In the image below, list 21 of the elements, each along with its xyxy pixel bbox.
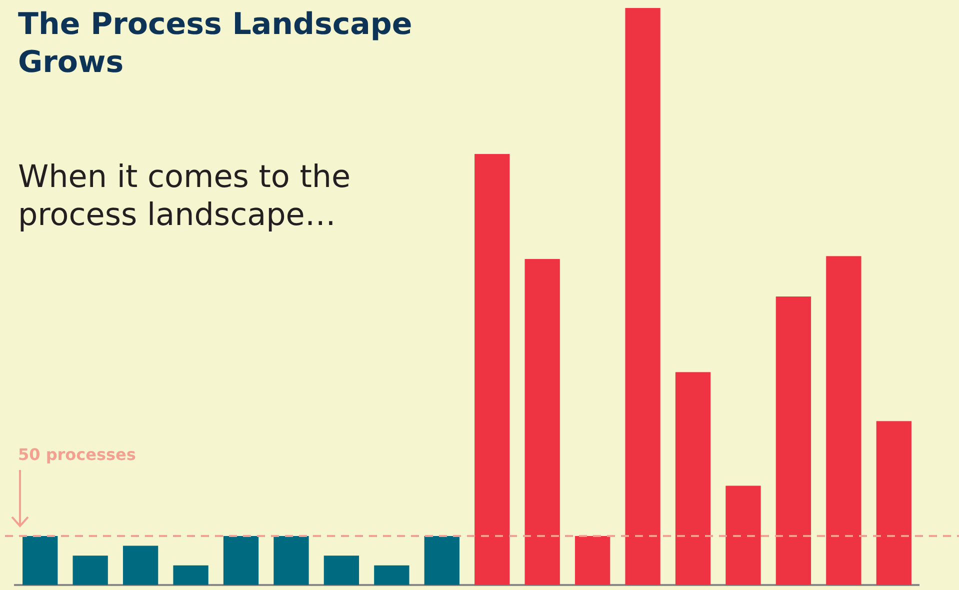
bar — [223, 536, 259, 585]
bar — [524, 258, 560, 585]
bar — [675, 372, 711, 585]
bar — [826, 256, 862, 585]
text: The Process Landscape Grows — [18, 6, 414, 82]
bar — [324, 556, 360, 585]
bar — [72, 556, 108, 585]
bar — [173, 565, 208, 585]
text: When it comes to the process landscape… — [18, 158, 352, 234]
bar — [574, 536, 610, 585]
bar — [776, 296, 812, 585]
bar — [625, 8, 660, 585]
bar — [122, 546, 158, 585]
ref-line-label: 50 processes — [18, 445, 136, 464]
bar — [474, 154, 510, 585]
bar — [424, 536, 460, 585]
bar — [374, 565, 410, 585]
bar — [22, 536, 58, 585]
bar — [274, 536, 309, 585]
bar — [876, 421, 912, 585]
bar — [726, 486, 761, 585]
